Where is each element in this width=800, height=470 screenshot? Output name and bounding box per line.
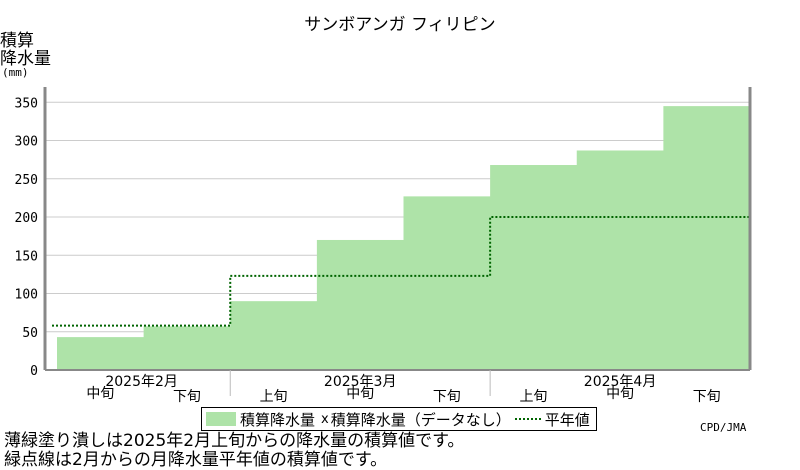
x-tick-label: 中旬 xyxy=(346,386,374,402)
x-tick-label: 下旬 xyxy=(433,389,461,405)
precip-bar xyxy=(316,239,404,370)
y-tick-label: 300 xyxy=(15,135,38,150)
precip-bar xyxy=(57,337,145,370)
x-tick-label: 下旬 xyxy=(693,389,721,405)
x-tick-label: 中旬 xyxy=(606,386,634,402)
legend-missing-label: 積算降水量（データなし） xyxy=(330,410,511,429)
credit-text: CPD/JMA xyxy=(700,421,747,434)
legend-bar-swatch xyxy=(206,412,236,426)
y-tick-label: 150 xyxy=(15,249,38,264)
precip-bar xyxy=(576,150,664,370)
chart-title: サンボアンガ フィリピン xyxy=(304,15,496,35)
month-label: 2025年4月 xyxy=(584,374,657,390)
y-tick-label: 50 xyxy=(22,326,38,341)
precip-bar xyxy=(230,301,318,370)
y-axis-label-line1: 積算 xyxy=(0,31,34,51)
normal-line xyxy=(52,216,750,327)
x-tick-label: 上旬 xyxy=(260,389,288,405)
x-tick-label: 中旬 xyxy=(86,386,114,402)
precip-bar xyxy=(663,106,751,371)
month-label: 2025年3月 xyxy=(324,374,397,390)
precip-bar xyxy=(490,165,578,370)
y-tick-label: 350 xyxy=(15,96,38,111)
precip-bar xyxy=(403,196,491,370)
y-axis-label-line2: 降水量 xyxy=(0,49,51,69)
legend-bar-label: 積算降水量 xyxy=(240,410,316,429)
x-tick-label: 上旬 xyxy=(519,389,547,405)
y-tick-label: 200 xyxy=(15,211,38,226)
y-tick-label: 250 xyxy=(15,173,38,188)
y-axis-unit: (mm) xyxy=(2,66,29,79)
x-tick-label: 下旬 xyxy=(173,389,201,405)
legend-normal-label: 平年値 xyxy=(544,410,590,429)
note-line-1: 薄緑塗り潰しは2025年2月上旬からの降水量の積算値です。 xyxy=(4,431,465,451)
note-line-2: 緑点線は2月からの月降水量平年値の積算値です。 xyxy=(4,450,388,470)
y-tick-label: 100 xyxy=(15,288,38,303)
month-label: 2025年2月 xyxy=(105,374,178,390)
legend-normal-line xyxy=(514,418,541,420)
legend: 積算降水量 x 積算降水量（データなし） 平年値 xyxy=(201,407,597,431)
legend-missing-mark: x xyxy=(321,411,329,427)
y-tick-label: 0 xyxy=(30,364,38,379)
precip-bar xyxy=(143,326,231,370)
